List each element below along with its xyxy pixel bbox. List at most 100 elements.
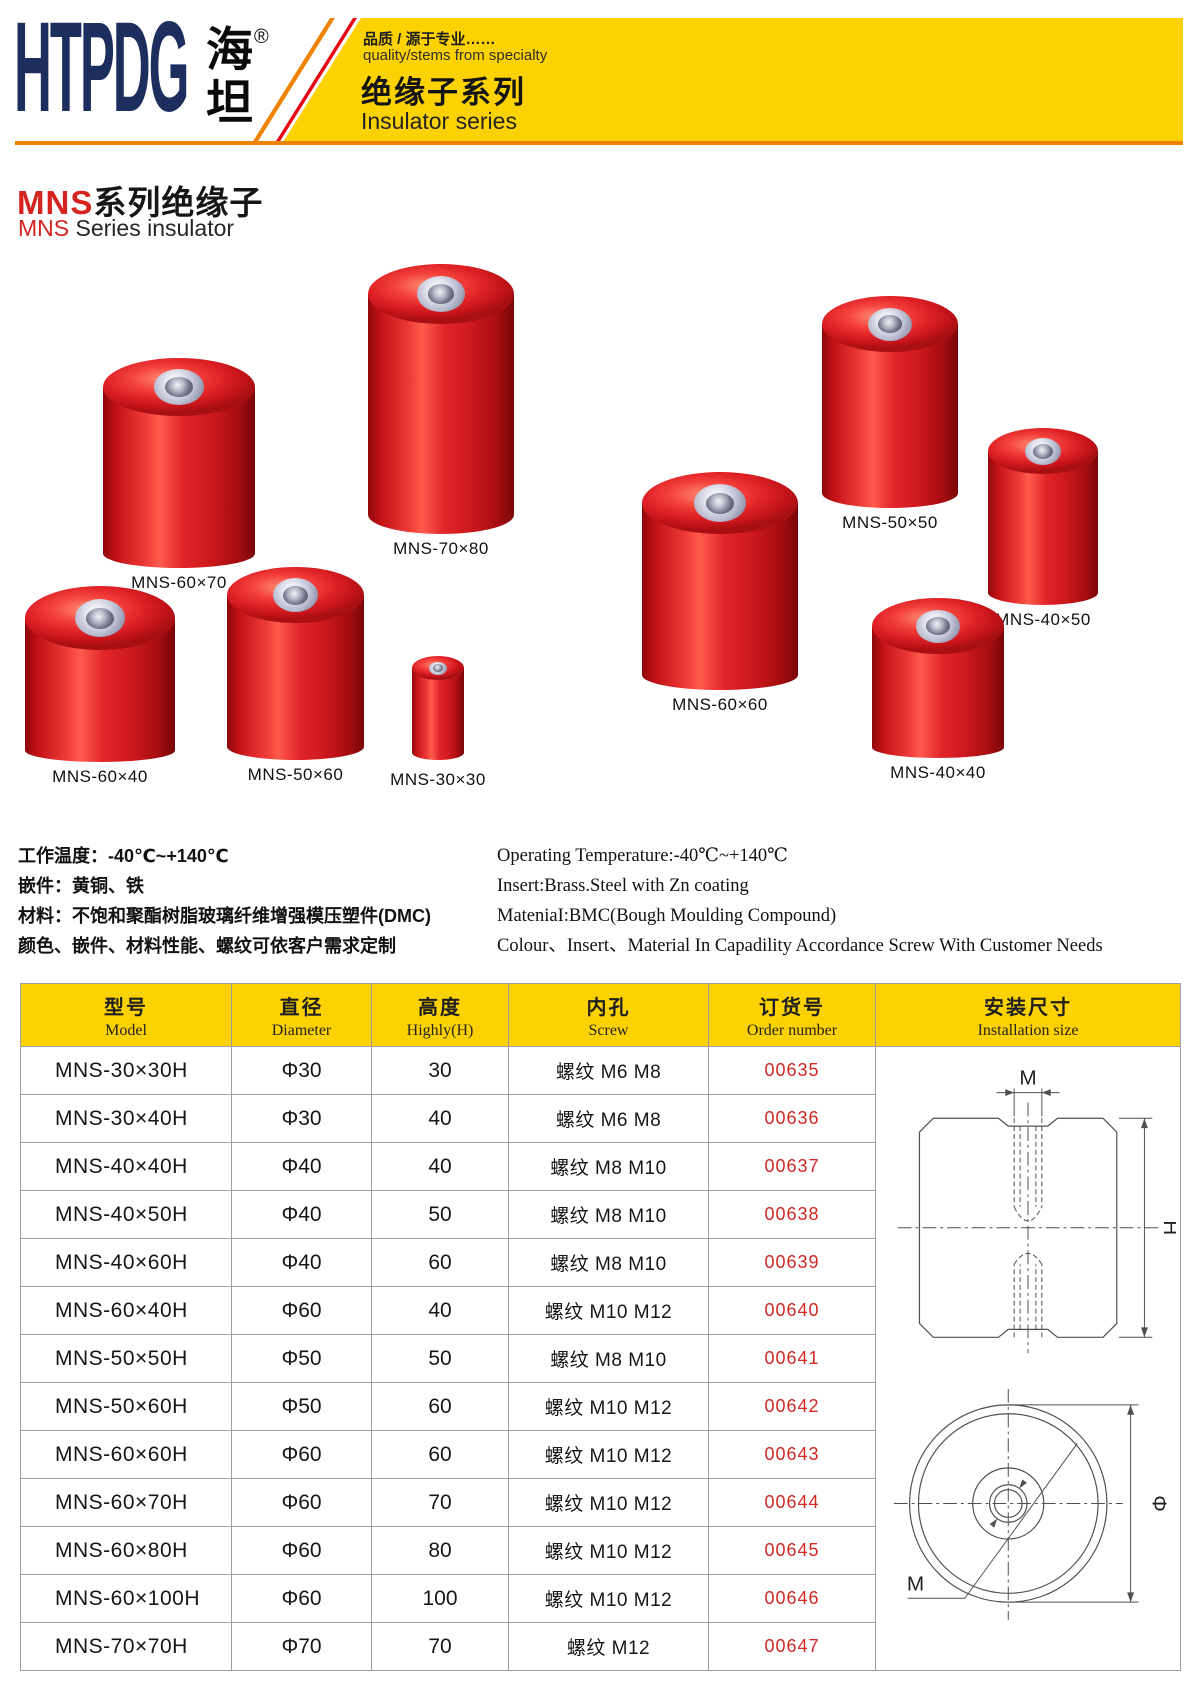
cell-model: MNS-60×80H (20, 1526, 232, 1575)
spec-en-insert: Insert:Brass.Steel with Zn coating (497, 876, 749, 896)
page-title-en: MNS Series insulator (18, 215, 234, 242)
spec-en-temperature: Operating Temperature:-40℃~+140℃ (497, 846, 788, 866)
cell-model: MNS-40×50H (20, 1190, 232, 1239)
tagline-cn: 品质 / 源于专业…… (363, 31, 496, 48)
dim-label-m-side: M (1019, 1067, 1036, 1090)
cell-order-number: 00635 (708, 1046, 876, 1095)
spec-list-en: Operating Temperature:-40℃~+140℃ Insert:… (497, 841, 1103, 961)
screw-hole (283, 586, 308, 605)
screw-hole (165, 377, 193, 397)
product-label: MNS-40×40 (890, 763, 986, 782)
table-row: MNS-40×40H Φ40 40 螺纹 M8 M10 00637 (20, 1142, 1181, 1191)
cell-diameter: Φ60 (231, 1430, 372, 1479)
dim-label-phi-top: Φ (1147, 1495, 1170, 1512)
cell-height: 60 (371, 1238, 509, 1287)
cell-model: MNS-60×60H (20, 1430, 232, 1479)
cell-screw: 螺纹 M10 M12 (508, 1574, 709, 1623)
cell-diameter: Φ60 (231, 1478, 372, 1527)
table-header-row: 型号 Model 直径 Diameter 高度 Highly(H) 内孔 Scr… (20, 983, 1181, 1047)
table-row: MNS-50×60H Φ50 60 螺纹 M10 M12 00642 (20, 1382, 1181, 1431)
screw-hole (428, 284, 454, 304)
screw-hole (706, 493, 734, 514)
col-header-screw: 内孔 Screw (508, 983, 709, 1047)
cell-model: MNS-70×70H (20, 1622, 232, 1671)
cell-model: MNS-30×30H (20, 1046, 232, 1095)
cell-screw: 螺纹 M10 M12 (508, 1478, 709, 1527)
cylinder-body (103, 387, 255, 568)
screw-hole (878, 315, 902, 333)
dim-label-m-top: M (907, 1572, 924, 1595)
cell-screw: 螺纹 M8 M10 (508, 1238, 709, 1287)
spec-en-custom: Colour、Insert、Material In Capadility Acc… (497, 936, 1103, 956)
cell-diameter: Φ50 (231, 1382, 372, 1431)
series-title-en: Insulator series (361, 108, 517, 134)
cell-order-number: 00641 (708, 1334, 876, 1383)
spec-cn-temperature: 工作温度：-40℃~+140℃ (18, 846, 229, 866)
product-mns-30x30: MNS-30×30 (390, 656, 485, 789)
cell-screw: 螺纹 M12 (508, 1622, 709, 1671)
cell-model: MNS-60×40H (20, 1286, 232, 1335)
cell-order-number: 00644 (708, 1478, 876, 1527)
table-row: MNS-60×70H Φ60 70 螺纹 M10 M12 00644 (20, 1478, 1181, 1527)
product-mns-70x80: MNS-70×80 (368, 264, 514, 558)
cell-diameter: Φ30 (231, 1046, 372, 1095)
cell-height: 80 (371, 1526, 509, 1575)
col-header-order-number: 订货号 Order number (708, 983, 876, 1047)
cell-height: 40 (371, 1094, 509, 1143)
cell-model: MNS-40×40H (20, 1142, 232, 1191)
cell-diameter: Φ60 (231, 1286, 372, 1335)
cell-screw: 螺纹 M10 M12 (508, 1430, 709, 1479)
product-label: MNS-40×50 (995, 610, 1091, 629)
table-row: MNS-60×60H Φ60 60 螺纹 M10 M12 00643 (20, 1430, 1181, 1479)
cell-model: MNS-50×50H (20, 1334, 232, 1383)
table-row: MNS-70×70H Φ70 70 螺纹 M12 00647 (20, 1622, 1181, 1671)
side-view-diagram: M H (897, 1067, 1176, 1354)
cell-order-number: 00647 (708, 1622, 876, 1671)
cell-order-number: 00637 (708, 1142, 876, 1191)
brand-logo-cjk: 海坦 (206, 23, 253, 129)
cell-order-number: 00640 (708, 1286, 876, 1335)
cell-order-number: 00638 (708, 1190, 876, 1239)
page-title-cn-rest: 系列绝缘子 (93, 184, 264, 221)
screw-hole (433, 664, 443, 672)
product-label: MNS-50×50 (842, 513, 938, 532)
cell-screw: 螺纹 M10 M12 (508, 1286, 709, 1335)
cell-order-number: 00642 (708, 1382, 876, 1431)
cylinder-body (642, 503, 798, 690)
page-title-en-rest: Series insulator (69, 215, 235, 241)
cell-height: 60 (371, 1382, 509, 1431)
cell-model: MNS-40×60H (20, 1238, 232, 1287)
cell-diameter: Φ40 (231, 1238, 372, 1287)
product-label: MNS-50×60 (247, 765, 344, 784)
cell-diameter: Φ50 (231, 1334, 372, 1383)
screw-hole (1033, 444, 1053, 459)
col-header-diameter: 直径 Diameter (231, 983, 372, 1047)
table-row: MNS-40×50H Φ40 50 螺纹 M8 M10 00638 (20, 1190, 1181, 1239)
product-spec-table: 型号 Model 直径 Diameter 高度 Highly(H) 内孔 Scr… (20, 983, 1181, 1671)
col-header-model: 型号 Model (20, 983, 232, 1047)
product-label: MNS-60×40 (52, 767, 148, 786)
cell-height: 70 (371, 1622, 509, 1671)
table-row: MNS-60×40H Φ60 40 螺纹 M10 M12 00640 (20, 1286, 1181, 1335)
cell-screw: 螺纹 M10 M12 (508, 1526, 709, 1575)
header-orange-rule (15, 141, 1183, 145)
product-mns-60x40: MNS-60×40 (25, 586, 175, 786)
cell-order-number: 00643 (708, 1430, 876, 1479)
product-label: MNS-70×80 (393, 539, 489, 558)
cell-diameter: Φ60 (231, 1526, 372, 1575)
screw-hole (86, 608, 114, 629)
product-mns-60x70: MNS-60×70 (103, 358, 255, 592)
cylinder-body (822, 324, 958, 508)
spec-cn-insert: 嵌件：黄铜、铁 (18, 876, 144, 896)
cell-height: 70 (371, 1478, 509, 1527)
product-mns-40x40: MNS-40×40 (872, 598, 1004, 782)
product-label: MNS-30×30 (390, 770, 486, 789)
table-row: MNS-40×60H Φ40 60 螺纹 M8 M10 00639 (20, 1238, 1181, 1287)
cylinder-body (412, 668, 464, 760)
spec-cn-custom: 颜色、嵌件、材料性能、螺纹可依客户需求定制 (18, 936, 396, 956)
cell-screw: 螺纹 M6 M8 (508, 1094, 709, 1143)
cell-diameter: Φ40 (231, 1142, 372, 1191)
registered-trademark-icon: ® (254, 26, 269, 48)
page-title-cn: MNS系列绝缘子 (17, 176, 263, 224)
cell-diameter: Φ40 (231, 1190, 372, 1239)
